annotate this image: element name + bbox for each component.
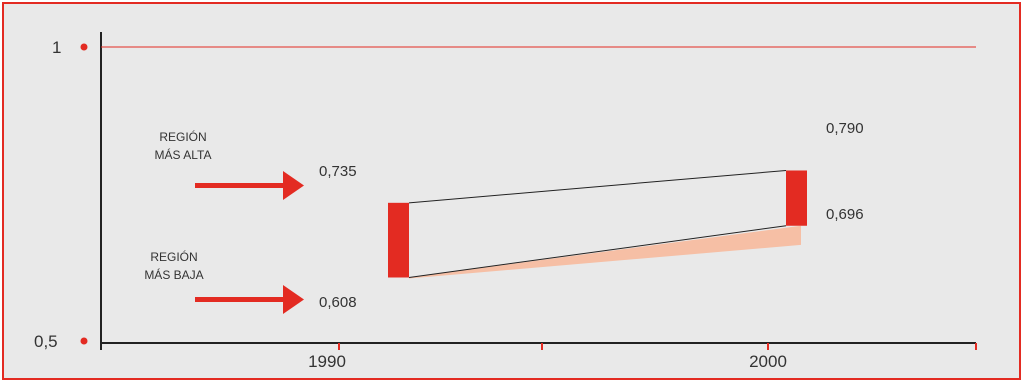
low-connector-line <box>408 225 787 278</box>
high-region-label-line2: MÁS ALTA <box>155 147 212 162</box>
difference-band <box>409 225 801 279</box>
x-tick-label: 2000 <box>749 352 787 371</box>
value-label-1990-high: 0,735 <box>319 163 357 180</box>
low-region-label-line2: MÁS BAJA <box>144 267 203 282</box>
x-tick-label: 1990 <box>308 352 346 371</box>
y-tick-dot <box>80 337 88 345</box>
range-bar-2000 <box>786 170 807 226</box>
value-label-2000-low: 0,696 <box>826 206 864 223</box>
low-region-label-line1: REGIÓN <box>150 249 197 264</box>
high-region-label-line1: REGIÓN <box>159 129 206 144</box>
range-bar-1990 <box>388 202 409 278</box>
chart-frame <box>2 2 1021 380</box>
y-tick-dot <box>80 43 88 51</box>
value-label-2000-high: 0,790 <box>826 120 864 137</box>
high-connector-line <box>408 169 787 204</box>
y-tick-label: 1 <box>52 38 61 57</box>
low-arrow-icon <box>195 285 304 314</box>
y-tick-label: 0,5 <box>34 332 58 351</box>
high-arrow-icon <box>195 171 304 200</box>
value-label-1990-low: 0,608 <box>319 294 357 311</box>
